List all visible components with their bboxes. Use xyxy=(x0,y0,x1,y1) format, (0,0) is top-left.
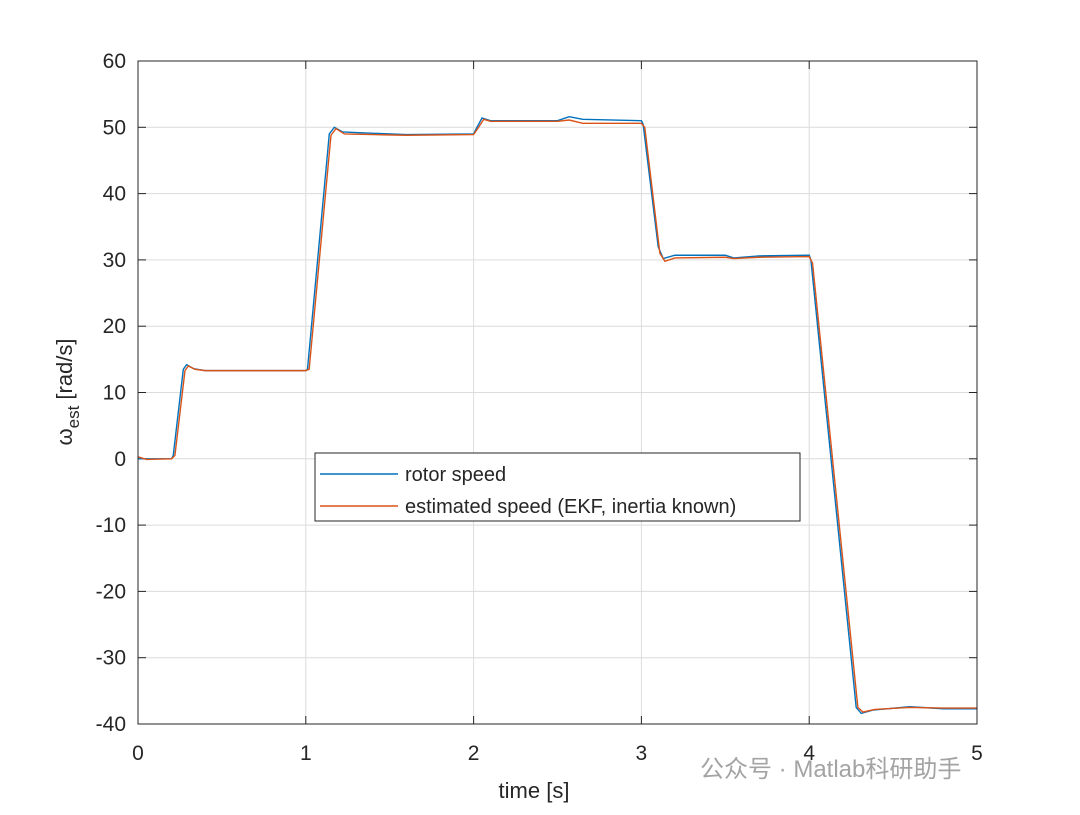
y-tick-label: 40 xyxy=(103,183,126,206)
axes-box xyxy=(137,60,978,725)
legend: rotor speed estimated speed (EKF, inertia… xyxy=(314,452,801,522)
y-tick-label: -20 xyxy=(96,580,126,603)
x-tick-label: 5 xyxy=(971,742,983,765)
x-tick-label: 2 xyxy=(468,742,480,765)
x-tick-label: 3 xyxy=(636,742,648,765)
x-axis-label: time [s] xyxy=(499,778,570,803)
watermark: 公众号 · Matlab科研助手 xyxy=(700,756,961,783)
x-tick-label: 4 xyxy=(803,742,815,765)
legend-label: estimated speed (EKF, inertia known) xyxy=(405,496,736,518)
y-tick-label: 30 xyxy=(103,249,126,272)
y-tick-label: -40 xyxy=(96,713,126,736)
x-tick-label: 1 xyxy=(300,742,312,765)
data-line xyxy=(137,118,977,713)
y-tick-label: 50 xyxy=(103,116,126,139)
x-tick-label: 0 xyxy=(132,742,144,765)
y-label-subscript: est xyxy=(64,405,83,428)
y-tick-label: 20 xyxy=(103,315,126,338)
y-tick-label: 0 xyxy=(114,448,126,471)
y-label-unit: [rad/s] xyxy=(52,338,77,399)
y-tick-label: 10 xyxy=(103,382,126,405)
y-axis-label: ωest [rad/s] xyxy=(52,338,83,445)
y-label-symbol: ω xyxy=(52,428,77,445)
y-tick-label: -10 xyxy=(96,514,126,537)
legend-box xyxy=(314,452,801,522)
y-tick-label: -30 xyxy=(96,647,126,670)
y-tick-label: 60 xyxy=(103,50,126,73)
legend-label: rotor speed xyxy=(405,464,506,486)
